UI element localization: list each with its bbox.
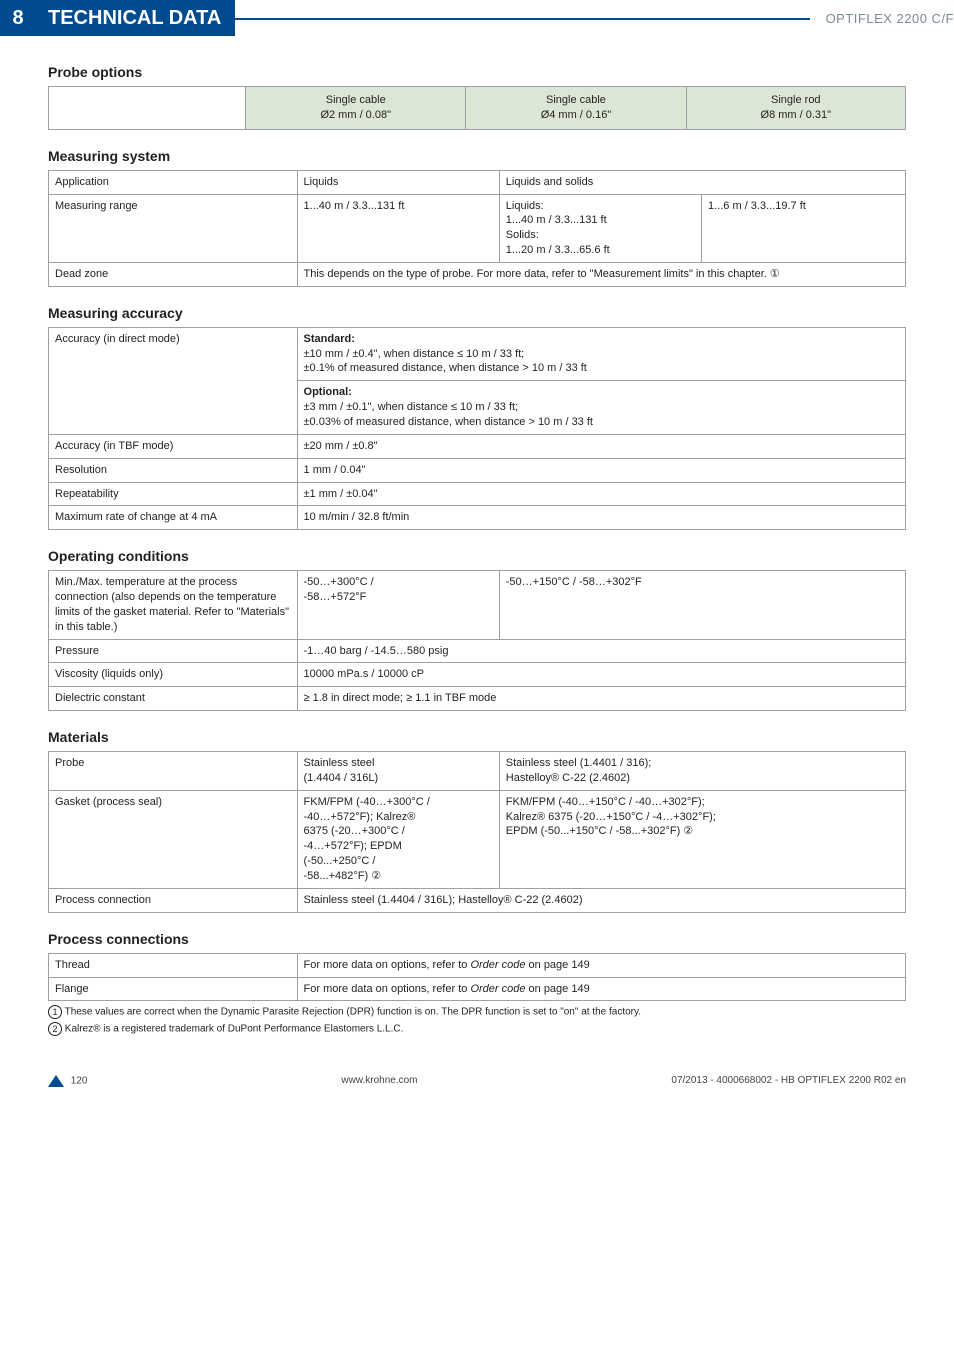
cell: For more data on options, refer to Order… xyxy=(297,953,905,977)
cell: 1 mm / 0.04" xyxy=(297,458,905,482)
footnote-text: Kalrez® is a registered trademark of DuP… xyxy=(62,1024,403,1035)
col-line1: Single cable xyxy=(546,94,606,106)
cell: This depends on the type of probe. For m… xyxy=(297,262,905,286)
row-label: Flange xyxy=(49,977,298,1001)
col-header: Single cable Ø2 mm / 0.08" xyxy=(246,87,466,130)
row-label: Repeatability xyxy=(49,482,298,506)
product-name: OPTIFLEX 2200 C/F xyxy=(810,0,954,36)
footnote-marker: 2 xyxy=(48,1022,62,1036)
header-bar: 8 TECHNICAL DATA OPTIFLEX 2200 C/F xyxy=(0,0,954,36)
cell: ±20 mm / ±0.8" xyxy=(297,434,905,458)
col-line2: Ø4 mm / 0.16" xyxy=(541,109,612,121)
footnote-ref: ① xyxy=(770,268,780,280)
footer-right: 07/2013 - 4000668002 - HB OPTIFLEX 2200 … xyxy=(671,1075,906,1086)
row-label: Viscosity (liquids only) xyxy=(49,663,298,687)
cell: For more data on options, refer to Order… xyxy=(297,977,905,1001)
cell: Liquids xyxy=(297,170,499,194)
dead-text: This depends on the type of probe. For m… xyxy=(304,268,770,280)
col-line1: Single rod xyxy=(771,94,821,106)
cell: ≥ 1.8 in direct mode; ≥ 1.1 in TBF mode xyxy=(297,687,905,711)
row-label: Accuracy (in TBF mode) xyxy=(49,434,298,458)
footnote-1: 1 These values are correct when the Dyna… xyxy=(48,1005,906,1020)
cell: Optional: ±3 mm / ±0.1", when distance ≤… xyxy=(297,381,905,435)
row-label: Probe xyxy=(49,752,298,791)
heading-operating-conditions: Operating conditions xyxy=(48,548,906,564)
row-label: Process connection xyxy=(49,888,298,912)
cell: -1…40 barg / -14.5…580 psig xyxy=(297,639,905,663)
section-title: TECHNICAL DATA xyxy=(36,0,235,36)
table-probe-options: Single cable Ø2 mm / 0.08" Single cable … xyxy=(48,86,906,130)
heading-process-connections: Process connections xyxy=(48,931,906,947)
text: ±0.03% of measured distance, when distan… xyxy=(304,416,593,428)
text: For more data on options, refer to xyxy=(304,959,471,971)
row-label: Maximum rate of change at 4 mA xyxy=(49,506,298,530)
cell: Liquids: 1...40 m / 3.3...131 ft Solids:… xyxy=(499,194,701,262)
heading-measuring-accuracy: Measuring accuracy xyxy=(48,305,906,321)
cell: ±1 mm / ±0.04" xyxy=(297,482,905,506)
text: For more data on options, refer to xyxy=(304,983,471,995)
order-code-ref: Order code xyxy=(470,983,525,995)
cell-blank xyxy=(49,87,246,130)
cell: 1...40 m / 3.3...131 ft xyxy=(297,194,499,262)
text: on page 149 xyxy=(525,983,589,995)
page-footer: 120 www.krohne.com 07/2013 - 4000668002 … xyxy=(0,1067,954,1105)
col-line2: Ø2 mm / 0.08" xyxy=(320,109,391,121)
heading-probe-options: Probe options xyxy=(48,64,906,80)
row-label: Dead zone xyxy=(49,262,298,286)
cell: Stainless steel (1.4404 / 316L); Hastell… xyxy=(297,888,905,912)
table-measuring-accuracy: Accuracy (in direct mode) Standard: ±10 … xyxy=(48,327,906,530)
row-label: Gasket (process seal) xyxy=(49,790,298,888)
table-process-connections: Thread For more data on options, refer t… xyxy=(48,953,906,1002)
row-label: Measuring range xyxy=(49,194,298,262)
footnote-2: 2 Kalrez® is a registered trademark of D… xyxy=(48,1022,906,1037)
text: ±0.1% of measured distance, when distanc… xyxy=(304,362,587,374)
footnote-text: These values are correct when the Dynami… xyxy=(62,1007,641,1018)
cell: Liquids and solids xyxy=(499,170,905,194)
cell: 1...6 m / 3.3...19.7 ft xyxy=(702,194,906,262)
cell: FKM/FPM (-40…+150°C / -40…+302°F); Kalre… xyxy=(499,790,905,888)
footer-center: www.krohne.com xyxy=(341,1075,417,1086)
col-line2: Ø8 mm / 0.31" xyxy=(761,109,832,121)
col-line1: Single cable xyxy=(326,94,386,106)
text: on page 149 xyxy=(525,959,589,971)
table-operating-conditions: Min./Max. temperature at the process con… xyxy=(48,570,906,711)
table-measuring-system: Application Liquids Liquids and solids M… xyxy=(48,170,906,287)
footnote-marker: 1 xyxy=(48,1005,62,1019)
standard-title: Standard: xyxy=(304,333,355,345)
cell: Standard: ±10 mm / ±0.4", when distance … xyxy=(297,327,905,381)
row-label: Accuracy (in direct mode) xyxy=(49,327,298,434)
header-divider xyxy=(235,0,809,36)
footer-triangle-icon xyxy=(48,1075,64,1087)
cell: FKM/FPM (-40…+300°C / -40…+572°F); Kalre… xyxy=(297,790,499,888)
row-label: Dielectric constant xyxy=(49,687,298,711)
row-label: Pressure xyxy=(49,639,298,663)
heading-materials: Materials xyxy=(48,729,906,745)
text: ±10 mm / ±0.4", when distance ≤ 10 m / 3… xyxy=(304,348,525,360)
cell: -50…+150°C / -58…+302°F xyxy=(499,571,905,639)
section-number: 8 xyxy=(0,0,36,36)
col-header: Single rod Ø8 mm / 0.31" xyxy=(686,87,905,130)
row-label: Thread xyxy=(49,953,298,977)
cell: 10 m/min / 32.8 ft/min xyxy=(297,506,905,530)
col-header: Single cable Ø4 mm / 0.16" xyxy=(466,87,686,130)
text: ±3 mm / ±0.1", when distance ≤ 10 m / 33… xyxy=(304,401,519,413)
cell: Stainless steel (1.4401 / 316); Hastello… xyxy=(499,752,905,791)
row-label: Resolution xyxy=(49,458,298,482)
order-code-ref: Order code xyxy=(470,959,525,971)
table-materials: Probe Stainless steel (1.4404 / 316L) St… xyxy=(48,751,906,913)
page-number: 120 xyxy=(71,1075,88,1086)
cell: -50…+300°C / -58…+572°F xyxy=(297,571,499,639)
row-label: Application xyxy=(49,170,298,194)
row-label: Min./Max. temperature at the process con… xyxy=(49,571,298,639)
heading-measuring-system: Measuring system xyxy=(48,148,906,164)
cell: 10000 mPa.s / 10000 cP xyxy=(297,663,905,687)
optional-title: Optional: xyxy=(304,386,352,398)
footer-left: 120 xyxy=(48,1075,87,1087)
cell: Stainless steel (1.4404 / 316L) xyxy=(297,752,499,791)
